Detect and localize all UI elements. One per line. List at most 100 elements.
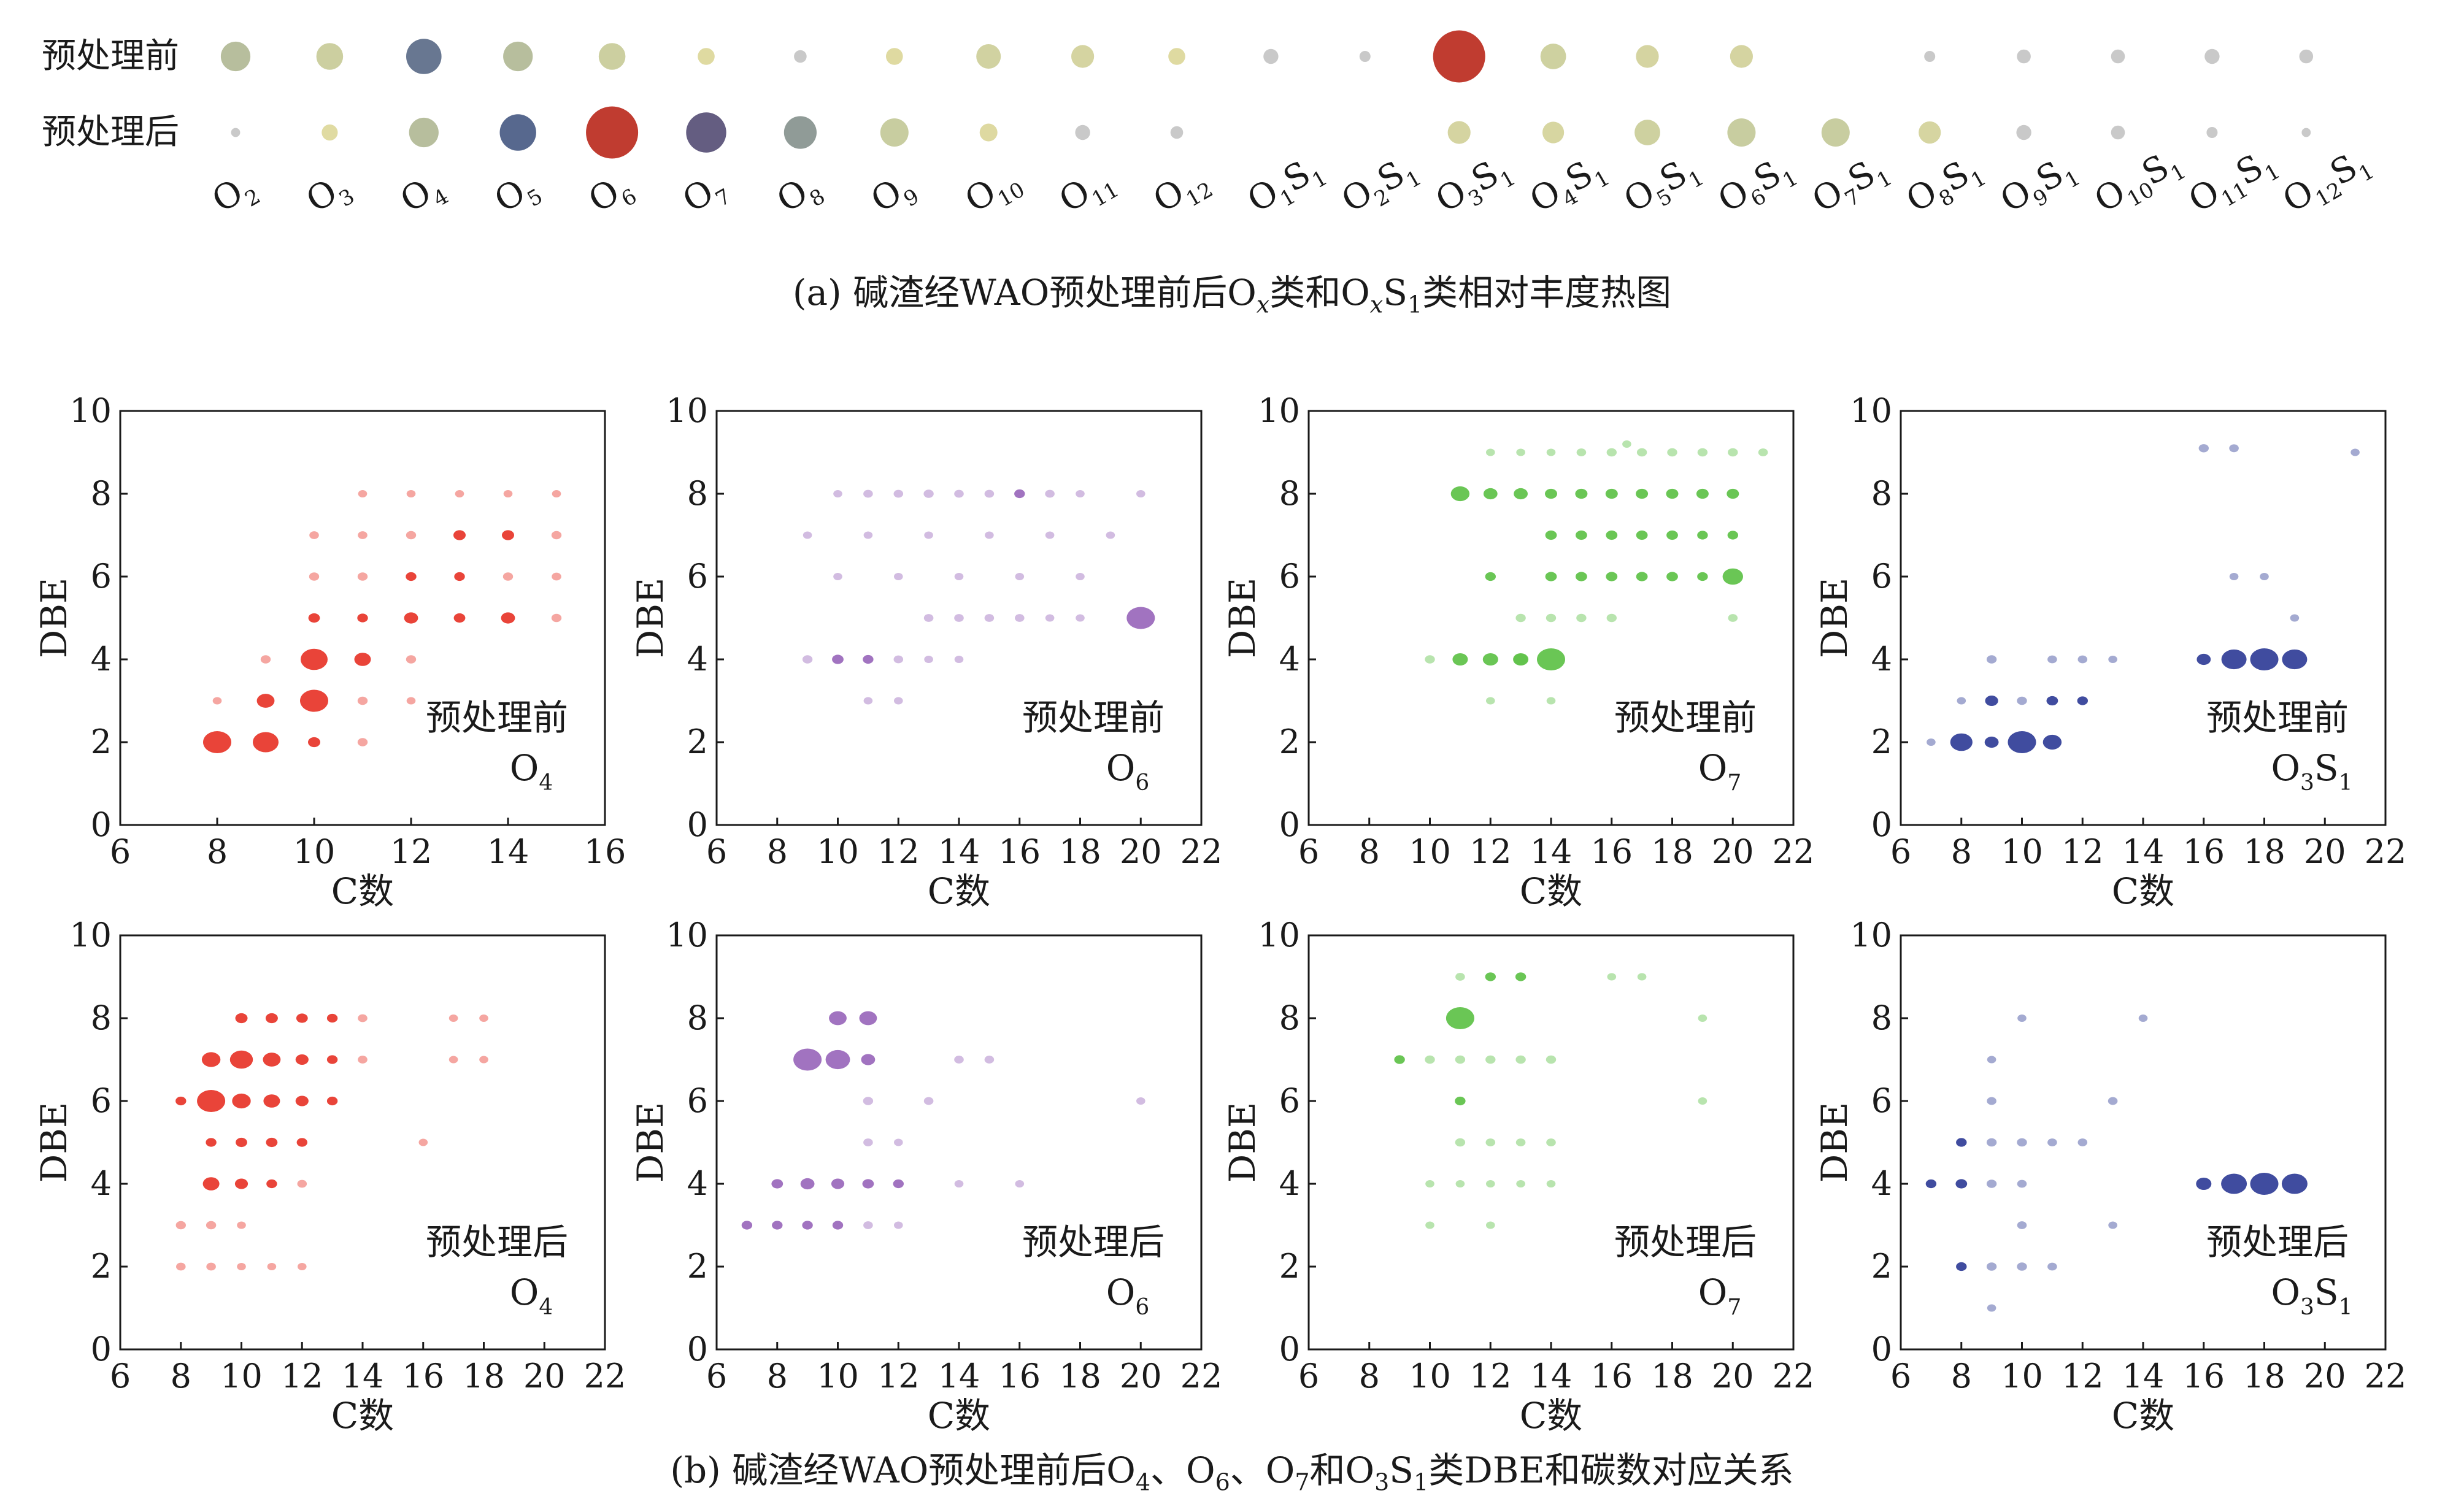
- data-point: [1546, 697, 1556, 705]
- data-point: [923, 489, 934, 498]
- data-point: [859, 1011, 877, 1026]
- caption-b-s5: 1: [1414, 1468, 1429, 1496]
- data-point: [1455, 1138, 1466, 1147]
- data-point: [802, 655, 813, 664]
- data-point: [2047, 1262, 2057, 1271]
- x-tick-label: 20: [1120, 1357, 1162, 1395]
- caption-b-s4: 3: [1374, 1468, 1390, 1496]
- x-axis-label: C数: [928, 870, 990, 912]
- x-tick-label: 12: [1469, 832, 1512, 871]
- x-tick-label: 20: [2304, 832, 2346, 871]
- heatmap-cell: [783, 116, 817, 149]
- data-point: [2077, 696, 2088, 705]
- data-point: [454, 572, 465, 581]
- label-base: O: [1106, 1272, 1136, 1313]
- x-tick-label: 6: [1298, 1357, 1319, 1395]
- x-axis-label: C数: [928, 1395, 990, 1437]
- caption-b-text-2: 、O: [1150, 1449, 1215, 1491]
- y-tick-label: 8: [1871, 999, 1892, 1037]
- data-point: [2047, 1138, 2057, 1146]
- data-point: [357, 696, 368, 705]
- heatmap-cell: [1634, 120, 1660, 145]
- data-point: [2108, 1097, 2118, 1105]
- heatmap-column-label-text: O8S1: [1900, 147, 1990, 226]
- data-point: [1045, 531, 1055, 539]
- data-point: [1987, 1056, 1996, 1064]
- data-point: [1482, 653, 1498, 666]
- heatmap-column-label: O9: [864, 172, 923, 220]
- heatmap-column-label: O5S1: [1617, 154, 1708, 221]
- label-base: O: [2271, 1272, 2300, 1313]
- data-point: [296, 1138, 307, 1147]
- data-point: [212, 697, 222, 705]
- x-tick-label: 8: [207, 832, 228, 871]
- x-tick-label: 14: [938, 1357, 980, 1395]
- heatmap-cell: [1919, 121, 1941, 144]
- x-tick-label: 22: [1180, 1357, 1223, 1395]
- data-point: [1455, 973, 1465, 981]
- data-point: [266, 1137, 278, 1148]
- scatter-panel: 6 8 10 12 14 16 18 20 22 0 2 4 6 8 10 C数 DBE 预处理前 O3S1: [1814, 391, 2406, 912]
- x-tick-label: 10: [2001, 1357, 2043, 1395]
- data-point: [237, 1263, 246, 1270]
- data-point: [984, 489, 995, 498]
- data-point: [832, 654, 844, 664]
- data-point: [1486, 448, 1495, 456]
- heatmap-column-label: O3: [299, 172, 358, 220]
- x-tick-label: 14: [1530, 832, 1573, 871]
- heatmap-column-label: O10: [958, 172, 1029, 220]
- y-tick-label: 10: [666, 916, 708, 954]
- data-point: [1637, 973, 1647, 981]
- x-tick-label: 18: [1059, 1357, 1101, 1395]
- data-point: [1015, 614, 1025, 622]
- x-tick-label: 20: [2304, 1357, 2346, 1395]
- data-point: [1394, 1055, 1405, 1064]
- data-point: [201, 1052, 221, 1067]
- data-point: [1622, 440, 1631, 448]
- data-point: [1576, 613, 1587, 623]
- data-point: [1425, 1221, 1434, 1229]
- data-point: [923, 1097, 934, 1105]
- y-tick-label: 8: [1279, 474, 1300, 513]
- x-tick-label: 20: [1712, 832, 1754, 871]
- label-base: O: [1900, 172, 1944, 220]
- data-point: [236, 1137, 247, 1148]
- data-point: [863, 1097, 874, 1105]
- data-point: [1576, 530, 1587, 540]
- data-point: [1546, 1138, 1556, 1146]
- data-point: [863, 489, 873, 498]
- y-tick-label: 10: [1258, 916, 1300, 954]
- data-point: [863, 531, 873, 539]
- data-point: [326, 1013, 338, 1023]
- label-base: O: [582, 172, 626, 220]
- data-point: [1925, 1179, 1937, 1189]
- data-point: [453, 530, 466, 540]
- x-tick-label: 12: [1469, 1357, 1512, 1395]
- data-point: [2198, 444, 2209, 453]
- x-tick-label: 10: [817, 832, 859, 871]
- plot-frame: [715, 410, 1203, 826]
- caption-b-s3: 7: [1295, 1468, 1310, 1496]
- data-point: [1136, 490, 1145, 497]
- heatmap-cell: [1170, 126, 1184, 139]
- y-tick-label: 0: [1279, 805, 1300, 844]
- y-tick-label: 10: [1258, 391, 1300, 430]
- data-point: [295, 1054, 309, 1065]
- data-point: [772, 1221, 783, 1230]
- heatmap-column-label: O7S1: [1806, 154, 1896, 221]
- data-point: [954, 1056, 964, 1064]
- data-point: [1546, 1180, 1556, 1187]
- y-tick-label: 0: [91, 1330, 112, 1368]
- data-point: [1722, 568, 1743, 585]
- data-point: [832, 1221, 844, 1230]
- data-point: [1696, 488, 1709, 499]
- data-point: [1697, 572, 1708, 581]
- caption-b-text-6: 类DBE和碳数对应关系: [1428, 1449, 1794, 1491]
- y-tick-label: 8: [91, 999, 112, 1037]
- panel-class-label: O4: [510, 1272, 553, 1320]
- y-tick-label: 8: [91, 474, 112, 513]
- x-tick-label: 16: [1590, 832, 1633, 871]
- data-point: [1576, 572, 1587, 581]
- data-point: [2017, 1015, 2027, 1022]
- data-point: [1076, 614, 1085, 622]
